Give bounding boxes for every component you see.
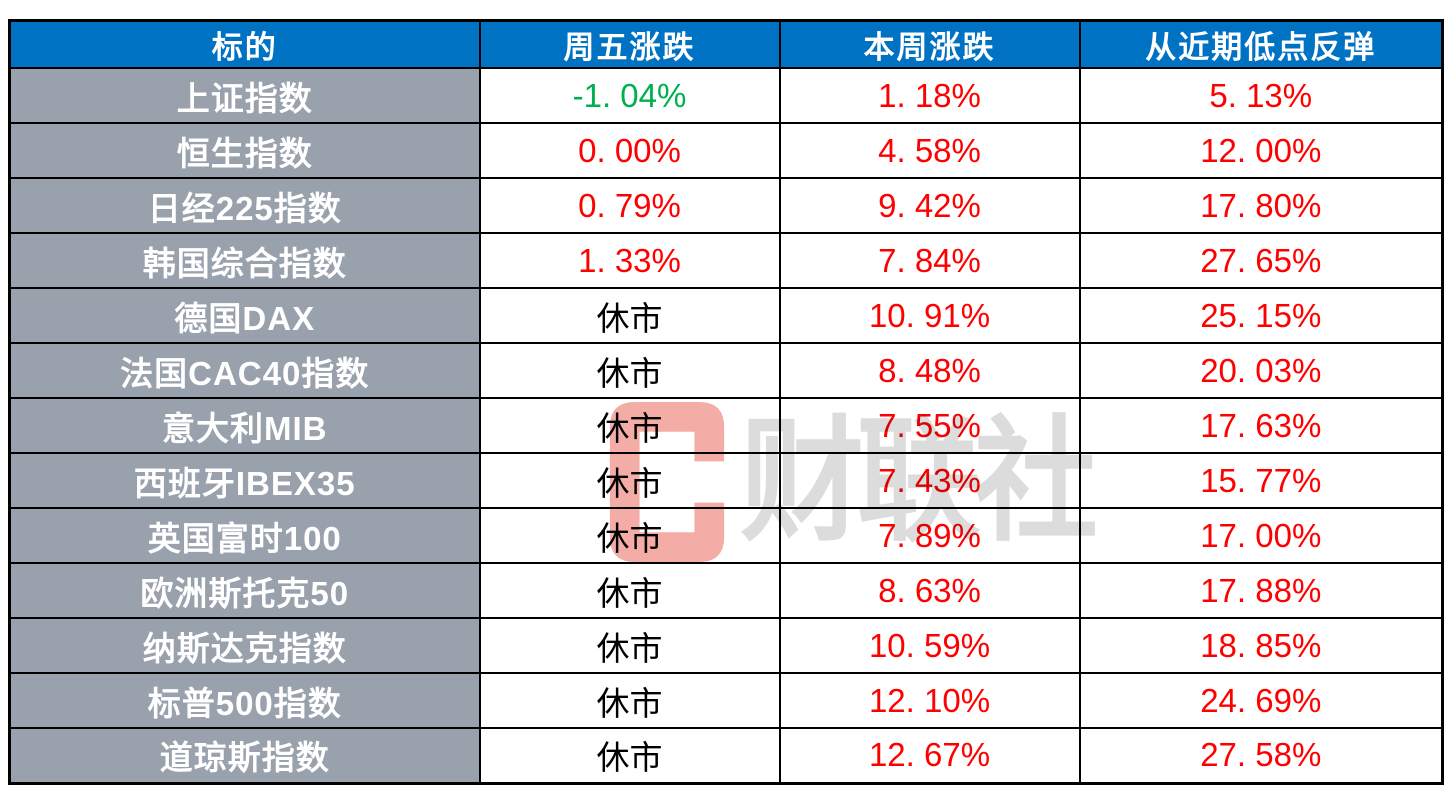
- week-change-cell: 7. 55%: [778, 397, 1081, 454]
- index-name-cell: 法国CAC40指数: [8, 342, 481, 399]
- week-change-cell: 8. 48%: [778, 342, 1081, 399]
- table-row: 韩国综合指数 1. 33% 7. 84% 27. 65%: [8, 232, 1444, 289]
- index-name-cell: 标普500指数: [8, 672, 481, 729]
- rebound-change-cell: 5. 13%: [1078, 67, 1444, 124]
- index-name-cell: 纳斯达克指数: [8, 617, 481, 674]
- week-change-cell: 7. 89%: [778, 507, 1081, 564]
- rebound-change-cell: 18. 85%: [1078, 617, 1444, 674]
- rebound-change-cell: 20. 03%: [1078, 342, 1444, 399]
- week-change-cell: 10. 91%: [778, 287, 1081, 344]
- week-change-cell: 12. 10%: [778, 672, 1081, 729]
- table-row: 纳斯达克指数 休市 10. 59% 18. 85%: [8, 617, 1444, 674]
- index-name-cell: 英国富时100: [8, 507, 481, 564]
- week-change-cell: 7. 43%: [778, 452, 1081, 509]
- table-row: 标普500指数 休市 12. 10% 24. 69%: [8, 672, 1444, 729]
- week-change-cell: 8. 63%: [778, 562, 1081, 619]
- index-performance-table: 标的 周五涨跌 本周涨跌 从近期低点反弹 上证指数 -1. 04% 1. 18% 5. 13…: [8, 19, 1444, 785]
- header-row: 标的 周五涨跌 本周涨跌 从近期低点反弹: [8, 19, 1444, 69]
- table-row: 欧洲斯托克50 休市 8. 63% 17. 88%: [8, 562, 1444, 619]
- table-row: 英国富时100 休市 7. 89% 17. 00%: [8, 507, 1444, 564]
- week-change-cell: 9. 42%: [778, 177, 1081, 234]
- table-row: 日经225指数 0. 79% 9. 42% 17. 80%: [8, 177, 1444, 234]
- friday-change-cell: 休市: [478, 562, 781, 619]
- friday-change-cell: 休市: [478, 507, 781, 564]
- rebound-change-cell: 12. 00%: [1078, 122, 1444, 179]
- friday-change-cell: 休市: [478, 727, 781, 784]
- week-change-cell: 4. 58%: [778, 122, 1081, 179]
- index-name-cell: 道琼斯指数: [8, 727, 481, 784]
- friday-change-cell: 休市: [478, 342, 781, 399]
- index-name-cell: 意大利MIB: [8, 397, 481, 454]
- index-name-cell: 韩国综合指数: [8, 232, 481, 289]
- index-name-cell: 上证指数: [8, 67, 481, 124]
- index-name-cell: 恒生指数: [8, 122, 481, 179]
- friday-change-cell: 1. 33%: [478, 232, 781, 289]
- week-change-cell: 7. 84%: [778, 232, 1081, 289]
- friday-change-cell: 休市: [478, 287, 781, 344]
- table-row: 德国DAX 休市 10. 91% 25. 15%: [8, 287, 1444, 344]
- rebound-change-cell: 24. 69%: [1078, 672, 1444, 729]
- week-change-cell: 12. 67%: [778, 727, 1081, 784]
- friday-change-cell: 休市: [478, 452, 781, 509]
- friday-change-cell: 休市: [478, 672, 781, 729]
- table-body: 上证指数 -1. 04% 1. 18% 5. 13% 恒生指数 0. 00% 4. 58% 1…: [8, 67, 1444, 784]
- table-row: 道琼斯指数 休市 12. 67% 27. 58%: [8, 727, 1444, 784]
- index-name-cell: 德国DAX: [8, 287, 481, 344]
- table-row: 意大利MIB 休市 7. 55% 17. 63%: [8, 397, 1444, 454]
- rebound-change-cell: 15. 77%: [1078, 452, 1444, 509]
- week-change-cell: 10. 59%: [778, 617, 1081, 674]
- rebound-change-cell: 27. 65%: [1078, 232, 1444, 289]
- table-row: 上证指数 -1. 04% 1. 18% 5. 13%: [8, 67, 1444, 124]
- column-header-2: 本周涨跌: [778, 19, 1081, 69]
- column-header-0: 标的: [8, 19, 481, 69]
- column-header-3: 从近期低点反弹: [1078, 19, 1444, 69]
- column-header-1: 周五涨跌: [478, 19, 781, 69]
- rebound-change-cell: 17. 63%: [1078, 397, 1444, 454]
- friday-change-cell: 0. 00%: [478, 122, 781, 179]
- index-name-cell: 西班牙IBEX35: [8, 452, 481, 509]
- rebound-change-cell: 17. 88%: [1078, 562, 1444, 619]
- rebound-change-cell: 17. 00%: [1078, 507, 1444, 564]
- table-row: 法国CAC40指数 休市 8. 48% 20. 03%: [8, 342, 1444, 399]
- week-change-cell: 1. 18%: [778, 67, 1081, 124]
- friday-change-cell: -1. 04%: [478, 67, 781, 124]
- table-row: 恒生指数 0. 00% 4. 58% 12. 00%: [8, 122, 1444, 179]
- rebound-change-cell: 17. 80%: [1078, 177, 1444, 234]
- index-name-cell: 日经225指数: [8, 177, 481, 234]
- friday-change-cell: 0. 79%: [478, 177, 781, 234]
- friday-change-cell: 休市: [478, 397, 781, 454]
- table-row: 西班牙IBEX35 休市 7. 43% 15. 77%: [8, 452, 1444, 509]
- rebound-change-cell: 27. 58%: [1078, 727, 1444, 784]
- index-name-cell: 欧洲斯托克50: [8, 562, 481, 619]
- friday-change-cell: 休市: [478, 617, 781, 674]
- rebound-change-cell: 25. 15%: [1078, 287, 1444, 344]
